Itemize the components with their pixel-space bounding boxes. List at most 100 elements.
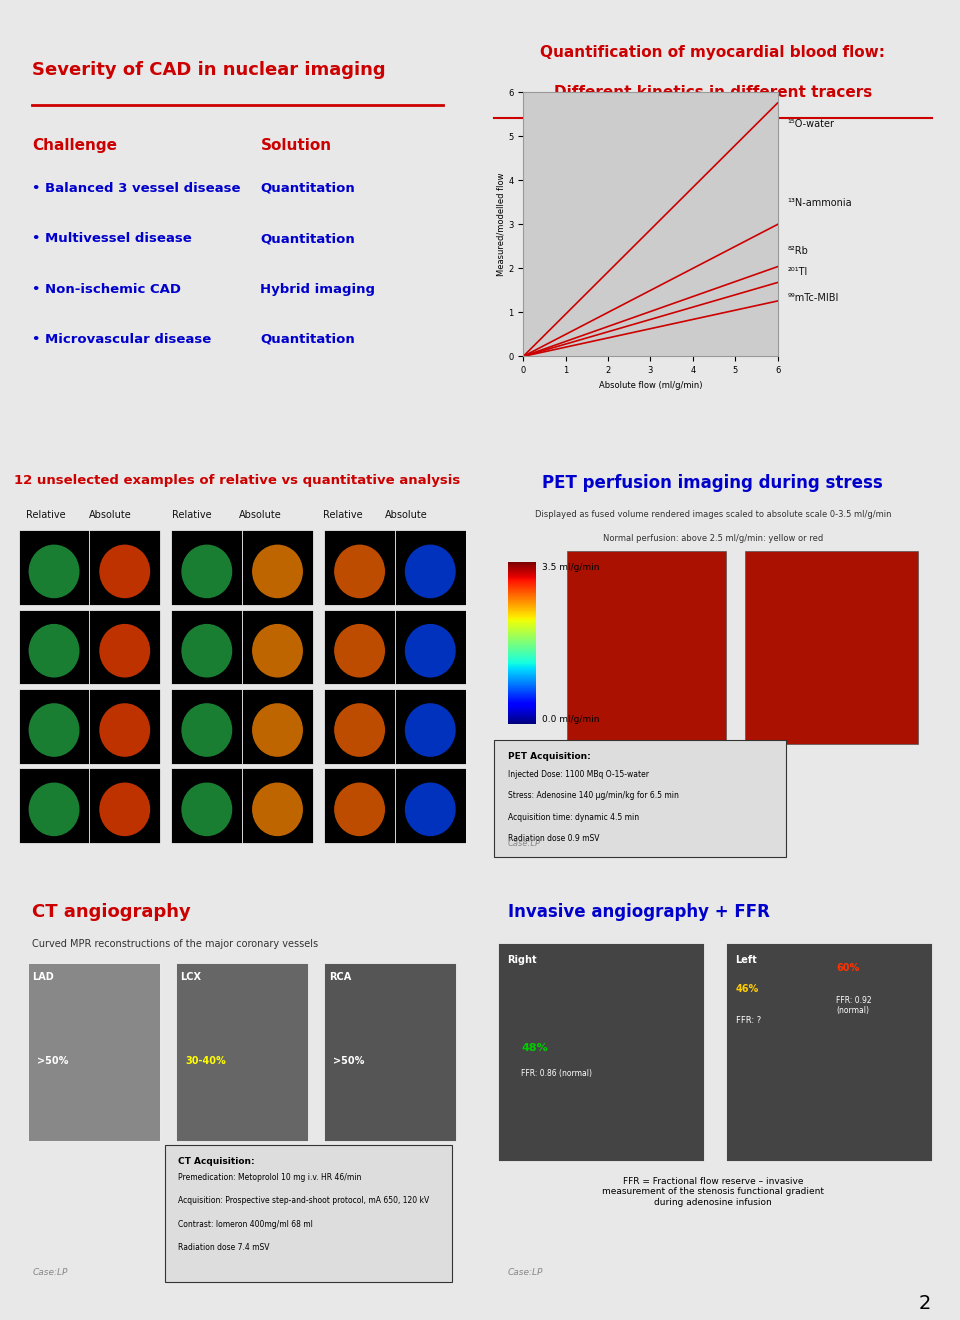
Text: Relative: Relative [323,511,362,520]
Text: LCX: LCX [180,972,202,982]
FancyBboxPatch shape [324,768,395,843]
Text: Relative: Relative [26,511,66,520]
Ellipse shape [334,545,385,598]
Text: Case:LP: Case:LP [33,1269,68,1278]
Text: Quantitation: Quantitation [260,232,355,246]
Text: Absolute: Absolute [385,511,428,520]
FancyBboxPatch shape [19,531,89,605]
Text: Stress: Adenosine 140 µg/min/kg for 6.5 min: Stress: Adenosine 140 µg/min/kg for 6.5 … [508,791,679,800]
FancyBboxPatch shape [89,689,160,763]
Ellipse shape [181,624,232,677]
FancyBboxPatch shape [172,689,242,763]
Text: ⁸²Rb: ⁸²Rb [787,246,808,256]
Ellipse shape [252,704,303,756]
Ellipse shape [29,624,80,677]
Text: >50%: >50% [36,1056,68,1065]
Text: Absolute: Absolute [88,511,132,520]
Text: CT angiography: CT angiography [33,903,191,921]
FancyBboxPatch shape [395,768,466,843]
Ellipse shape [405,783,456,836]
Text: FFR: ?: FFR: ? [735,1016,761,1024]
FancyBboxPatch shape [324,610,395,684]
Ellipse shape [334,624,385,677]
FancyBboxPatch shape [28,964,160,1140]
FancyBboxPatch shape [324,531,395,605]
Text: CT Acquisition:: CT Acquisition: [179,1156,255,1166]
Ellipse shape [405,545,456,598]
Text: Absolute: Absolute [239,511,282,520]
FancyBboxPatch shape [164,1144,452,1282]
Text: • Multivessel disease: • Multivessel disease [33,232,192,246]
Text: Curved MPR reconstructions of the major coronary vessels: Curved MPR reconstructions of the major … [33,940,319,949]
FancyBboxPatch shape [19,768,89,843]
Text: Invasive angiography + FFR: Invasive angiography + FFR [508,903,770,921]
Ellipse shape [252,624,303,677]
Text: Radiation dose 7.4 mSV: Radiation dose 7.4 mSV [179,1243,270,1251]
FancyBboxPatch shape [395,610,466,684]
FancyBboxPatch shape [727,944,931,1160]
Ellipse shape [99,783,150,836]
Text: • Microvascular disease: • Microvascular disease [33,333,211,346]
Ellipse shape [29,704,80,756]
Text: FFR: 0.92
(normal): FFR: 0.92 (normal) [836,995,872,1015]
FancyBboxPatch shape [242,610,313,684]
Text: Relative: Relative [172,511,212,520]
Text: Solution: Solution [260,137,331,153]
Text: 2: 2 [919,1295,931,1313]
Ellipse shape [99,545,150,598]
Text: Hybrid imaging: Hybrid imaging [260,282,375,296]
Text: PET perfusion imaging during stress: PET perfusion imaging during stress [542,474,883,492]
Ellipse shape [405,704,456,756]
FancyBboxPatch shape [745,550,918,744]
Ellipse shape [181,704,232,756]
Text: • Balanced 3 vessel disease: • Balanced 3 vessel disease [33,182,241,195]
FancyBboxPatch shape [395,531,466,605]
FancyBboxPatch shape [89,768,160,843]
FancyBboxPatch shape [395,689,466,763]
FancyBboxPatch shape [242,689,313,763]
FancyBboxPatch shape [566,550,727,744]
FancyBboxPatch shape [89,610,160,684]
Ellipse shape [405,624,456,677]
Text: 30-40%: 30-40% [185,1056,226,1065]
Text: 48%: 48% [521,1043,548,1052]
Text: Challenge: Challenge [33,137,117,153]
Text: Injected Dose: 1100 MBq O-15-water: Injected Dose: 1100 MBq O-15-water [508,770,649,779]
Text: Quantification of myocardial blood flow:: Quantification of myocardial blood flow: [540,45,885,61]
Text: 60%: 60% [836,964,859,973]
FancyBboxPatch shape [172,531,242,605]
Text: Left: Left [735,956,757,965]
FancyBboxPatch shape [89,531,160,605]
Text: Case:LP: Case:LP [508,1269,543,1278]
Ellipse shape [99,704,150,756]
FancyBboxPatch shape [324,964,457,1140]
Text: >50%: >50% [333,1056,365,1065]
Text: Quantitation: Quantitation [260,333,355,346]
FancyBboxPatch shape [242,531,313,605]
Text: Displayed as fused volume rendered images scaled to absolute scale 0-3.5 ml/g/mi: Displayed as fused volume rendered image… [535,511,891,519]
Text: Normal perfusion: above 2.5 ml/g/min: yellow or red: Normal perfusion: above 2.5 ml/g/min: ye… [603,535,823,544]
FancyBboxPatch shape [19,610,89,684]
Text: Acquisition: Prospective step-and-shoot protocol, mA 650, 120 kV: Acquisition: Prospective step-and-shoot … [179,1196,429,1205]
Text: Contrast: Iomeron 400mg/ml 68 ml: Contrast: Iomeron 400mg/ml 68 ml [179,1220,313,1229]
Text: ¹³N-ammonia: ¹³N-ammonia [787,198,852,209]
Text: ⁹⁹mTc-MIBI: ⁹⁹mTc-MIBI [787,293,839,304]
Ellipse shape [181,545,232,598]
Text: • Non-ischemic CAD: • Non-ischemic CAD [33,282,181,296]
Text: 0.0 ml/g/min: 0.0 ml/g/min [541,714,599,723]
Text: Different kinetics in different tracers: Different kinetics in different tracers [554,86,872,100]
Text: FFR: 0.86 (normal): FFR: 0.86 (normal) [521,1069,592,1078]
Text: PET Acquisition:: PET Acquisition: [508,752,590,760]
Text: Severity of CAD in nuclear imaging: Severity of CAD in nuclear imaging [33,61,386,79]
X-axis label: Absolute flow (ml/g/min): Absolute flow (ml/g/min) [599,380,702,389]
Ellipse shape [99,624,150,677]
Text: RCA: RCA [328,972,351,982]
FancyBboxPatch shape [172,610,242,684]
Text: Premedication: Metoprolol 10 mg i.v. HR 46/min: Premedication: Metoprolol 10 mg i.v. HR … [179,1172,362,1181]
Ellipse shape [181,783,232,836]
Ellipse shape [334,783,385,836]
Text: ²⁰¹Tl: ²⁰¹Tl [787,267,807,277]
Ellipse shape [29,783,80,836]
FancyBboxPatch shape [498,944,704,1160]
FancyBboxPatch shape [493,739,785,857]
